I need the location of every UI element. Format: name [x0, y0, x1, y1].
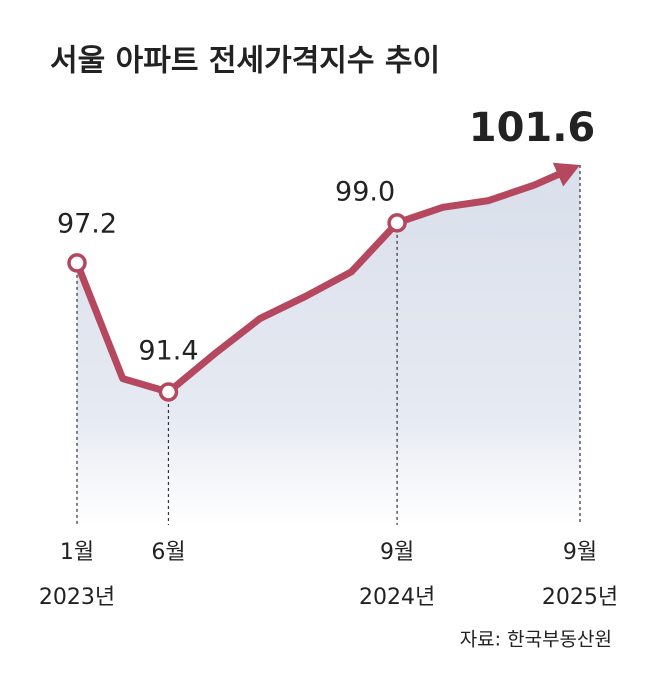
x-tick-year: 2024년	[359, 585, 435, 610]
value-label: 97.2	[57, 208, 117, 239]
chart-title: 서울 아파트 전세가격지수 추이	[50, 44, 440, 79]
source: 자료: 한국부동산원	[460, 629, 612, 651]
value-label: 91.4	[138, 336, 198, 367]
marker	[67, 253, 87, 273]
marker	[387, 213, 407, 233]
x-tick-label: 1월	[60, 540, 94, 565]
value-label: 99.0	[335, 176, 395, 207]
x-tick-year: 2023년	[39, 585, 115, 610]
area	[77, 165, 580, 525]
x-tick-label: 9월	[380, 540, 414, 565]
x-tick-label: 6월	[151, 540, 185, 565]
x-tick-year: 2025년	[542, 585, 618, 610]
value-label: 101.6	[469, 105, 596, 151]
x-tick-label: 9월	[563, 540, 597, 565]
arrow-head	[552, 162, 580, 187]
marker	[158, 382, 179, 402]
